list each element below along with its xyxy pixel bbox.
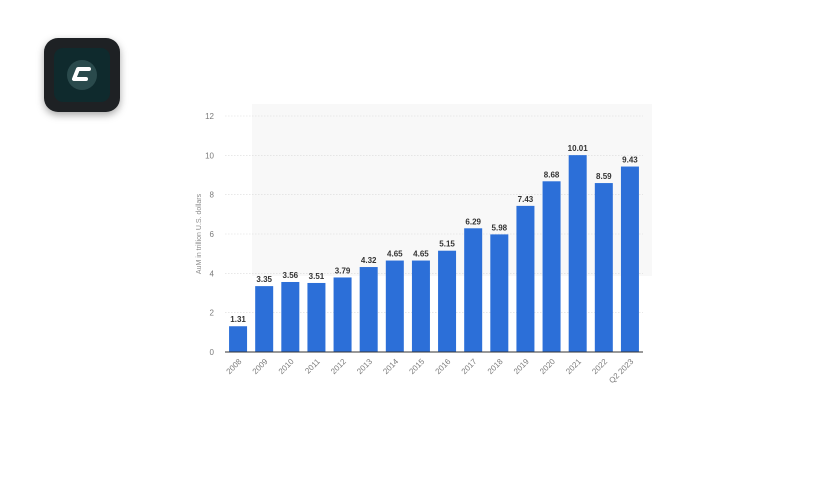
x-tick-label: 2015 (407, 357, 426, 376)
x-tick-label: Q2 2023 (607, 357, 635, 385)
data-label: 8.59 (596, 172, 612, 181)
bar[interactable] (490, 234, 509, 352)
y-tick-label: 4 (210, 269, 215, 278)
data-label: 7.43 (518, 195, 534, 204)
data-labels: 1.31 3.35 3.56 3.51 3.79 4.32 4.65 4.65 5.15 6.29… (230, 144, 638, 324)
app-logo-tile[interactable] (44, 38, 120, 112)
data-label: 4.32 (361, 256, 377, 265)
bar[interactable] (229, 326, 248, 352)
y-tick-label: 8 (210, 191, 215, 200)
plot-shade (252, 104, 652, 276)
bar[interactable] (594, 183, 613, 352)
x-tick-label: 2020 (538, 357, 557, 376)
bar[interactable] (333, 277, 352, 352)
x-tick-label: 2022 (590, 357, 609, 376)
bar[interactable] (464, 228, 483, 352)
data-label: 9.43 (622, 156, 638, 165)
x-tick-label: 2011 (303, 357, 322, 376)
x-tick-label: 2017 (460, 357, 479, 376)
x-tick-label: 2009 (251, 357, 270, 376)
c-logo-icon (67, 60, 97, 90)
y-tick-label: 6 (210, 230, 215, 239)
bar[interactable] (568, 155, 587, 352)
x-tick-label: 2014 (381, 357, 400, 376)
data-label: 8.68 (544, 170, 560, 179)
bar[interactable] (542, 181, 561, 352)
bar[interactable] (516, 205, 535, 352)
x-tick-label: 2012 (329, 357, 348, 376)
x-tick-label: 2021 (564, 357, 583, 376)
bar[interactable] (359, 267, 378, 352)
x-axis-ticks: 2008 2009 2010 2011 2012 2013 2014 2015 2016 2017… (225, 357, 636, 385)
y-axis-ticks: 0 2 4 6 8 10 12 (205, 112, 214, 357)
data-label: 5.15 (439, 240, 455, 249)
bar[interactable] (620, 166, 639, 352)
bars (229, 155, 639, 352)
data-label: 4.65 (387, 250, 403, 259)
bar[interactable] (385, 260, 404, 352)
data-label: 10.01 (568, 144, 589, 153)
x-tick-label: 2010 (277, 357, 296, 376)
bar[interactable] (255, 286, 274, 352)
x-tick-label: 2016 (434, 357, 453, 376)
bar[interactable] (307, 282, 326, 352)
bar[interactable] (438, 250, 457, 352)
y-tick-label: 12 (205, 112, 214, 121)
data-label: 3.35 (256, 275, 272, 284)
x-tick-label: 2019 (512, 357, 531, 376)
data-label: 3.51 (309, 272, 325, 281)
y-tick-label: 2 (210, 309, 215, 318)
x-tick-label: 2013 (355, 357, 374, 376)
bar[interactable] (411, 260, 430, 352)
data-label: 3.79 (335, 266, 351, 275)
y-tick-label: 10 (205, 151, 214, 160)
data-label: 1.31 (230, 315, 246, 324)
x-tick-label: 2008 (225, 357, 244, 376)
y-tick-label: 0 (210, 348, 215, 357)
data-label: 6.29 (465, 217, 481, 226)
data-label: 5.98 (492, 223, 508, 232)
bar[interactable] (281, 281, 300, 352)
x-tick-label: 2018 (486, 357, 505, 376)
y-axis-label: AuM in trillion U.S. dollars (196, 193, 203, 274)
data-label: 4.65 (413, 250, 429, 259)
data-label: 3.56 (283, 271, 299, 280)
